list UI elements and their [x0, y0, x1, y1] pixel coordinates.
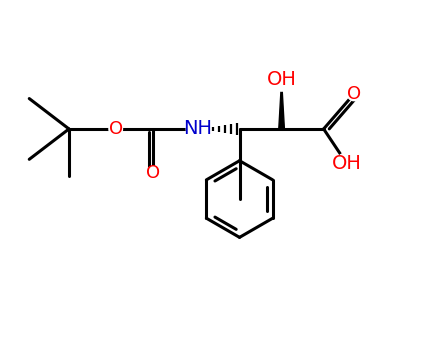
- Circle shape: [270, 69, 293, 91]
- Text: O: O: [347, 85, 361, 103]
- Circle shape: [146, 167, 160, 180]
- Circle shape: [336, 153, 358, 175]
- Circle shape: [186, 118, 209, 140]
- Text: OH: OH: [266, 70, 297, 89]
- Text: OH: OH: [332, 155, 362, 173]
- Polygon shape: [279, 80, 284, 129]
- Text: O: O: [109, 120, 123, 138]
- Circle shape: [347, 87, 361, 101]
- Text: O: O: [146, 165, 160, 182]
- Text: NH: NH: [183, 119, 212, 139]
- Circle shape: [109, 122, 123, 136]
